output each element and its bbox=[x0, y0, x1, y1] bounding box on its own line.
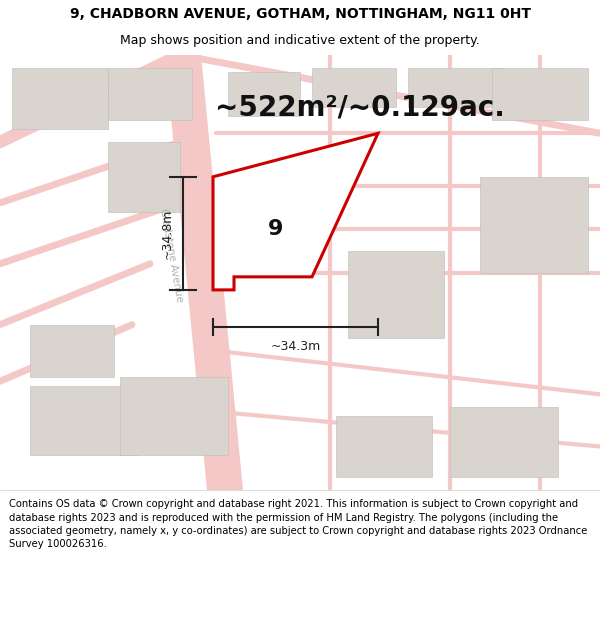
Bar bbox=[120, 377, 228, 455]
Bar bbox=[216, 186, 276, 246]
Bar bbox=[336, 416, 432, 477]
Bar bbox=[492, 68, 588, 120]
Bar bbox=[12, 68, 108, 129]
Text: ~34.3m: ~34.3m bbox=[271, 340, 320, 353]
Text: 9: 9 bbox=[268, 219, 284, 239]
Bar bbox=[30, 325, 114, 377]
Bar bbox=[228, 72, 300, 116]
Bar bbox=[480, 177, 588, 272]
Polygon shape bbox=[165, 55, 243, 490]
Text: ~522m²/~0.129ac.: ~522m²/~0.129ac. bbox=[215, 93, 505, 121]
Polygon shape bbox=[213, 133, 378, 290]
Bar bbox=[108, 68, 192, 120]
Text: Gladstone Avenue: Gladstone Avenue bbox=[158, 208, 184, 302]
Bar bbox=[30, 386, 138, 455]
Bar bbox=[348, 251, 444, 338]
Text: 9, CHADBORN AVENUE, GOTHAM, NOTTINGHAM, NG11 0HT: 9, CHADBORN AVENUE, GOTHAM, NOTTINGHAM, … bbox=[70, 8, 530, 21]
Text: Map shows position and indicative extent of the property.: Map shows position and indicative extent… bbox=[120, 34, 480, 48]
Bar bbox=[408, 68, 504, 108]
Text: ~34.8m: ~34.8m bbox=[161, 208, 174, 259]
Bar bbox=[312, 68, 396, 108]
Bar bbox=[108, 142, 180, 212]
Bar bbox=[450, 408, 558, 477]
Text: Contains OS data © Crown copyright and database right 2021. This information is : Contains OS data © Crown copyright and d… bbox=[9, 499, 587, 549]
